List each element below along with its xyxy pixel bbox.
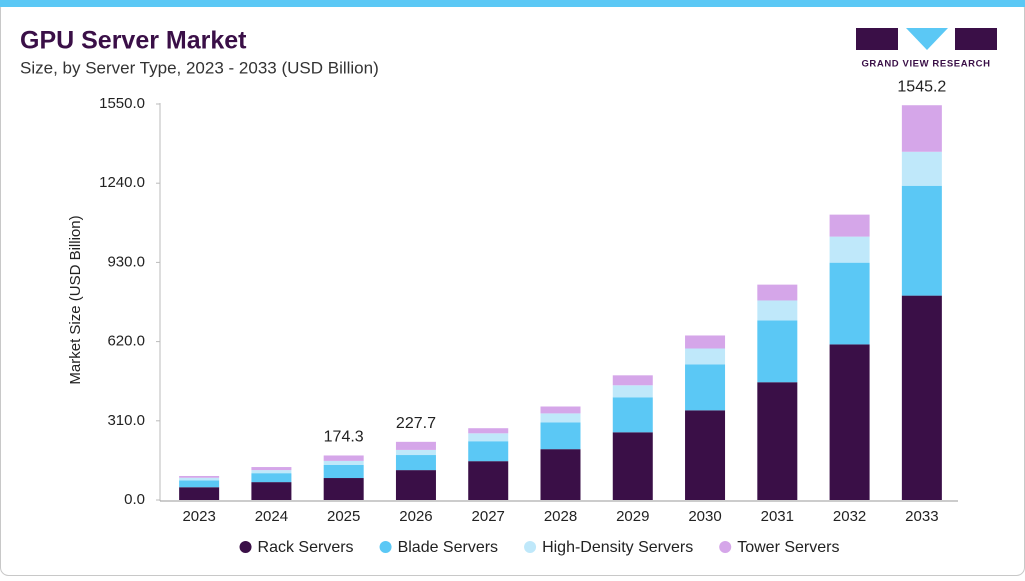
bar-segment xyxy=(395,441,436,450)
legend-label: Tower Servers xyxy=(737,539,839,556)
bar-segment xyxy=(468,441,509,462)
x-tick-label: 2027 xyxy=(472,508,505,525)
x-tick-label: 2023 xyxy=(182,508,215,525)
bar-segment xyxy=(251,482,292,500)
bar-segment xyxy=(251,467,292,471)
logo-block xyxy=(856,28,898,50)
legend-label: High-Density Servers xyxy=(542,539,693,556)
bar-segment xyxy=(395,449,436,456)
legend-marker xyxy=(379,541,392,553)
bar-segment xyxy=(757,284,798,301)
bar-segment xyxy=(685,335,726,349)
total-label: 174.3 xyxy=(324,429,364,446)
bar-segment xyxy=(829,214,870,237)
x-tick-label: 2024 xyxy=(255,508,288,525)
bar-segment xyxy=(612,432,653,500)
x-tick-label: 2029 xyxy=(616,508,649,525)
bar-segment xyxy=(829,236,870,263)
bar-segment xyxy=(685,364,726,411)
logo-block xyxy=(955,28,997,50)
legend-label: Blade Servers xyxy=(398,539,499,556)
logo: GRAND VIEW RESEARCH xyxy=(856,28,997,70)
bar-segment xyxy=(323,464,364,479)
y-tick-label: 1240.0 xyxy=(99,174,145,191)
x-tick-label: 2033 xyxy=(905,508,938,525)
bar-segment xyxy=(612,397,653,433)
bar-segment xyxy=(685,410,726,500)
bar-segment xyxy=(757,382,798,500)
legend-marker xyxy=(524,541,537,553)
bar-segment xyxy=(323,455,364,461)
x-tick-label: 2025 xyxy=(327,508,360,525)
bar-segment xyxy=(323,460,364,465)
bar-segment xyxy=(540,422,581,450)
bar-segment xyxy=(901,185,942,296)
bar-segment xyxy=(540,413,581,423)
bar-segment xyxy=(829,262,870,345)
legend-marker xyxy=(719,541,732,553)
logo-text: GRAND VIEW RESEARCH xyxy=(861,59,990,70)
bar-segment xyxy=(901,105,942,152)
x-tick-label: 2028 xyxy=(544,508,577,525)
chart-title: GPU Server Market xyxy=(20,27,247,55)
bar-segment xyxy=(540,449,581,500)
y-tick-label: 930.0 xyxy=(107,253,145,270)
legend-marker xyxy=(239,541,252,553)
y-axis-label: Market Size (USD Billion) xyxy=(67,215,84,384)
chart-subtitle: Size, by Server Type, 2023 - 2033 (USD B… xyxy=(20,58,379,77)
bar-segment xyxy=(179,487,220,500)
bar-segment xyxy=(829,344,870,500)
bar-segment xyxy=(757,300,798,321)
bar-segment xyxy=(468,428,509,434)
x-tick-label: 2030 xyxy=(688,508,721,525)
bar-segment xyxy=(323,478,364,500)
bar-segment xyxy=(612,375,653,386)
bar-segment xyxy=(757,320,798,383)
bar-segment xyxy=(179,480,220,488)
bar-segment xyxy=(395,455,436,471)
total-label: 227.7 xyxy=(396,415,436,432)
bar-segment xyxy=(251,473,292,483)
logo-block xyxy=(906,28,948,50)
top-strip xyxy=(0,0,1025,7)
x-tick-label: 2026 xyxy=(399,508,432,525)
y-tick-label: 0.0 xyxy=(124,491,145,508)
bar-segment xyxy=(901,295,942,500)
y-tick-label: 1550.0 xyxy=(99,95,145,112)
bar-segment xyxy=(179,475,220,478)
bar-segment xyxy=(540,406,581,414)
bar-segment xyxy=(179,477,220,481)
x-tick-label: 2032 xyxy=(833,508,866,525)
bar-segment xyxy=(468,461,509,500)
bar-segment xyxy=(395,470,436,500)
bar-segment xyxy=(685,348,726,365)
y-tick-label: 620.0 xyxy=(107,333,145,350)
total-label: 1545.2 xyxy=(897,78,946,95)
bar-segment xyxy=(612,385,653,398)
y-tick-label: 310.0 xyxy=(107,412,145,429)
bar-segment xyxy=(251,470,292,474)
legend-label: Rack Servers xyxy=(258,539,354,556)
bar-segment xyxy=(901,151,942,186)
x-tick-label: 2031 xyxy=(761,508,794,525)
bar-segment xyxy=(468,433,509,442)
